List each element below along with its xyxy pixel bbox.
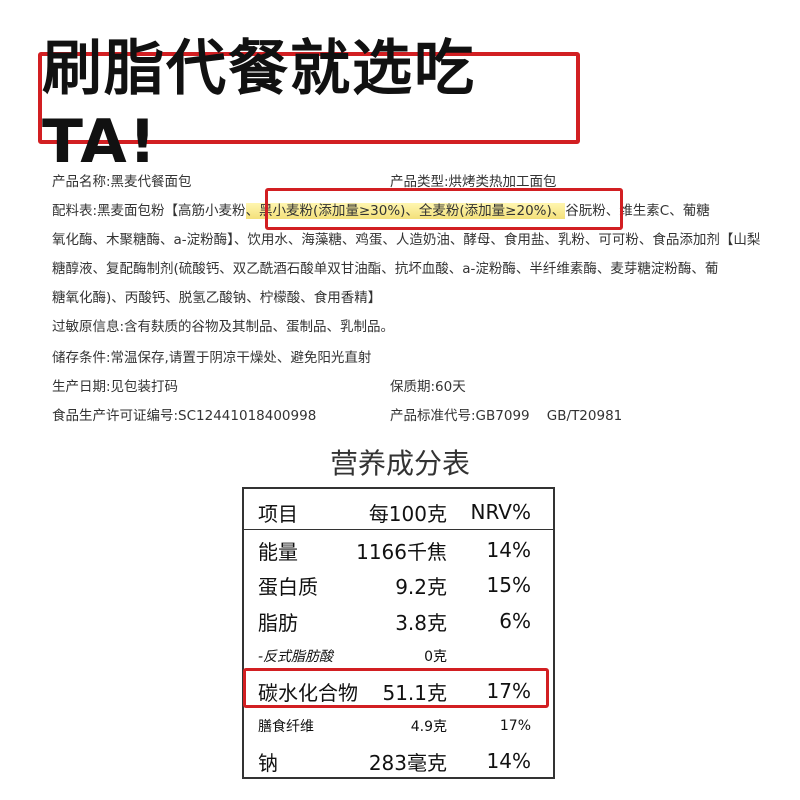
ingredients-pre: 配料表:黑麦面包粉【高筋小麦粉 xyxy=(52,203,246,219)
nutrient-nrv: 6% xyxy=(499,609,531,633)
table-row: -反式脂肪酸 0克 xyxy=(244,639,553,673)
nutrient-value: 0克 xyxy=(424,649,447,665)
ingredients-line-2: 氧化酶、木聚糖酶、a-淀粉酶】、饮用水、海藻糖、鸡蛋、人造奶油、酵母、食用盐、乳… xyxy=(52,232,761,248)
nutrient-value: 51.1克 xyxy=(382,680,447,705)
carbohydrate-highlight-box xyxy=(243,668,549,708)
product-type: 产品类型:烘烤类热加工面包 xyxy=(390,174,557,190)
nutrient-value: 9.2克 xyxy=(395,574,447,599)
ingredient-highlight-box xyxy=(265,188,623,230)
allergen-info: 过敏原信息:含有麸质的谷物及其制品、蛋制品、乳制品。 xyxy=(52,319,395,335)
ingredients-post: 谷朊粉、维生素C、葡糖 xyxy=(565,203,710,219)
ingredients-line-1: 配料表:黑麦面包粉【高筋小麦粉、黑小麦粉(添加量≥30%)、全麦粉(添加量≥20… xyxy=(52,199,710,219)
nutrient-value: 1166千焦 xyxy=(356,539,447,564)
nutrition-table: 项目 每100克 NRV% 能量 1166千焦 14% 蛋白质 9.2克 15% 脂肪 3… xyxy=(242,487,555,779)
table-row: 能量 1166千焦 14% xyxy=(244,533,553,567)
storage-info: 储存条件:常温保存,请置于阴凉干燥处、避免阳光直射 xyxy=(52,350,372,366)
header-item: 项目 xyxy=(258,501,298,526)
table-row: 蛋白质 9.2克 15% xyxy=(244,568,553,602)
nutrient-name: 碳水化合物 xyxy=(258,680,358,705)
headline-box: 刷脂代餐就选吃TA! xyxy=(38,34,580,177)
nutrient-value: 4.9克 xyxy=(410,719,447,735)
nutrient-nrv: 15% xyxy=(486,573,531,597)
table-row: 钠 283毫克 14% xyxy=(244,744,553,778)
table-header: 项目 每100克 NRV% xyxy=(244,495,553,529)
nutrient-name: 脂肪 xyxy=(258,610,298,635)
nutrient-name: 蛋白质 xyxy=(258,574,318,599)
product-name: 产品名称:黑麦代餐面包 xyxy=(52,174,192,190)
license-number: 食品生产许可证编号:SC12441018400998 xyxy=(52,408,317,424)
nutrient-nrv: 17% xyxy=(499,718,531,734)
ingredients-line-3: 糖醇液、复配酶制剂(硫酸钙、双乙酰酒石酸单双甘油酯、抗坏血酸、a-淀粉酶、半纤维… xyxy=(52,261,719,277)
production-date: 生产日期:见包装打码 xyxy=(52,379,179,395)
nutrient-nrv: 14% xyxy=(486,749,531,773)
nutrient-name: 钠 xyxy=(258,750,278,775)
table-row: 膳食纤维 4.9克 17% xyxy=(244,709,553,743)
nutrient-name: 能量 xyxy=(258,539,298,564)
nutrient-name: 膳食纤维 xyxy=(258,719,314,735)
header-nrv: NRV% xyxy=(470,500,531,524)
table-row: 脂肪 3.8克 6% xyxy=(244,604,553,638)
nutrient-nrv: 14% xyxy=(486,538,531,562)
nutrient-name: -反式脂肪酸 xyxy=(258,649,334,665)
ingredients-line-4: 糖氧化酶)、丙酸钙、脱氢乙酸钠、柠檬酸、食用香精】 xyxy=(52,290,382,306)
standard-code: 产品标准代号:GB7099 GB/T20981 xyxy=(390,408,623,424)
nutrient-nrv: 17% xyxy=(486,679,531,703)
header-divider xyxy=(244,529,553,530)
shelf-life: 保质期:60天 xyxy=(390,379,466,395)
nutrient-value: 3.8克 xyxy=(395,610,447,635)
nutrient-value: 283毫克 xyxy=(368,750,447,775)
nutrition-title: 营养成分表 xyxy=(329,447,470,480)
header-per100g: 每100克 xyxy=(368,501,447,526)
headline: 刷脂代餐就选吃TA! xyxy=(42,33,476,177)
ingredients-highlight: 、黑小麦粉(添加量≥30%)、全麦粉(添加量≥20%)、 xyxy=(245,203,566,219)
table-row: 碳水化合物 51.1克 17% xyxy=(244,674,553,708)
